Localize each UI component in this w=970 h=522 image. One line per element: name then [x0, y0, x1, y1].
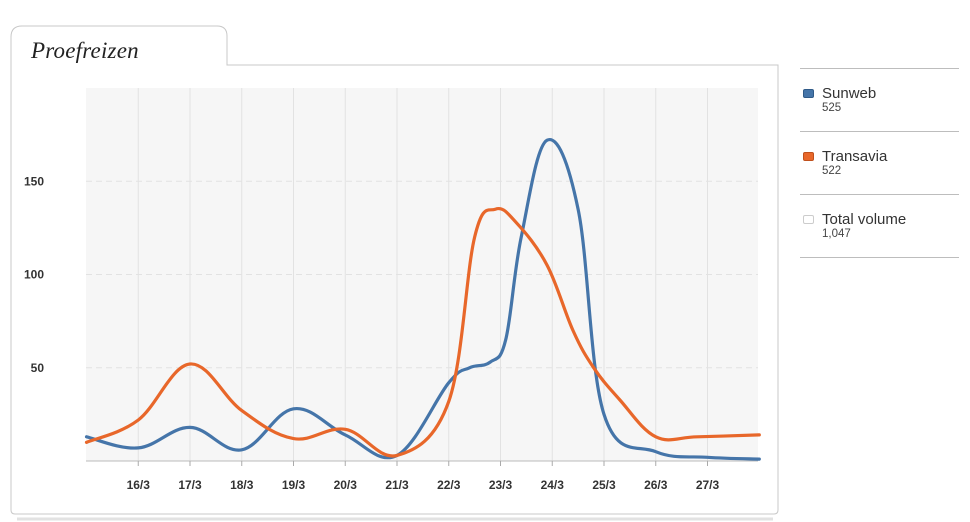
legend-divider	[800, 194, 959, 195]
legend-divider	[800, 68, 959, 69]
legend-swatch-total-volume	[803, 215, 814, 224]
y-tick-label: 100	[24, 268, 44, 282]
x-tick-label: 23/3	[489, 478, 513, 492]
legend-value-total-volume: 1,047	[822, 228, 851, 240]
y-axis-ticks: 50 100 150	[24, 174, 44, 375]
legend-item-total-volume[interactable]: Total volume 1,047	[800, 195, 959, 257]
legend-value-transavia: 522	[822, 165, 842, 177]
legend-item-sunweb[interactable]: Sunweb 525	[800, 69, 959, 131]
legend-label-total-volume: Total volume	[822, 211, 907, 228]
x-axis-ticks: 16/3 17/3 18/3 19/3 20/3 21/3 22/3 23/3 24/3 25/3…	[127, 461, 720, 492]
legend-divider	[800, 131, 959, 132]
legend-label-transavia: Transavia	[822, 148, 888, 165]
x-tick-label: 21/3	[385, 478, 409, 492]
x-tick-label: 18/3	[230, 478, 254, 492]
x-tick-label: 20/3	[334, 478, 358, 492]
legend-label-sunweb: Sunweb	[822, 85, 877, 102]
legend-value-sunweb: 525	[822, 102, 842, 114]
x-tick-label: 26/3	[644, 478, 668, 492]
series-line-sunweb[interactable]	[84, 138, 761, 461]
legend-swatch-sunweb	[803, 89, 814, 98]
y-tick-label: 50	[31, 361, 45, 375]
horizontal-gridlines	[86, 180, 758, 369]
x-tick-label: 27/3	[696, 478, 720, 492]
x-tick-label: 24/3	[541, 478, 565, 492]
x-tick-label: 25/3	[592, 478, 616, 492]
x-tick-label: 17/3	[178, 478, 202, 492]
y-tick-label: 150	[24, 174, 44, 188]
panel-title: Proefreizen	[31, 38, 139, 63]
legend-swatch-transavia	[803, 152, 814, 161]
series-line-transavia[interactable]	[84, 206, 761, 458]
series-lines	[84, 138, 761, 461]
legend-item-transavia[interactable]: Transavia 522	[800, 132, 959, 194]
x-tick-label: 16/3	[127, 478, 151, 492]
legend-divider	[800, 257, 959, 258]
x-tick-label: 19/3	[282, 478, 306, 492]
legend: Sunweb 525 Transavia 522 Total volume 1,…	[800, 68, 959, 258]
x-tick-label: 22/3	[437, 478, 461, 492]
